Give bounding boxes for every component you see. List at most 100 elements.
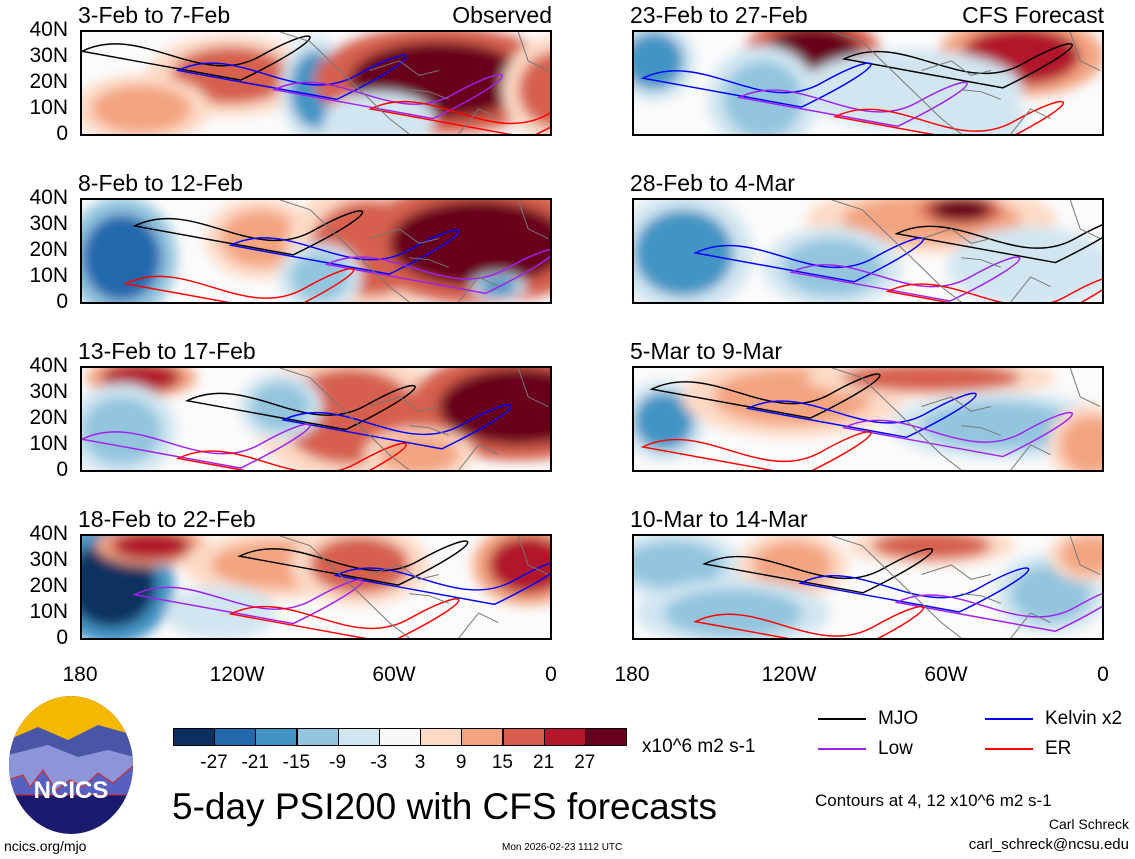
colorbar-swatch [255, 728, 298, 746]
anomaly-shading [931, 99, 1011, 134]
contour-er [885, 278, 1102, 302]
contour-kelvin [640, 62, 872, 108]
anomaly-shading [111, 536, 192, 561]
anomaly-shading [171, 46, 291, 105]
y-tick-label: 10N [29, 432, 68, 455]
contour-er [693, 605, 925, 638]
colorbar-swatch [296, 728, 339, 746]
anomaly-shading [634, 32, 684, 90]
colorbar-swatch [337, 728, 380, 746]
contour-low [272, 73, 503, 120]
colorbar-swatch [543, 728, 586, 746]
anomaly-shading [634, 540, 724, 589]
contour-mjo [132, 210, 364, 256]
x-tick-label: 0 [545, 663, 557, 686]
colorbar-label: 27 [574, 752, 596, 773]
contour-kelvin [280, 404, 512, 450]
map-panel [80, 30, 552, 136]
anomaly-shading [518, 52, 550, 128]
anomaly-shading [663, 588, 803, 638]
colorbar-swatch [214, 728, 257, 746]
legend-label: Kelvin x2 [1045, 708, 1123, 729]
contours-note: Contours at 4, 12 x10^6 m2 s-1 [815, 791, 1052, 810]
colorbar-label: -3 [370, 752, 388, 773]
map-panel [632, 198, 1104, 304]
panel-tag: CFS Forecast [962, 2, 1104, 28]
panel-title: 28-Feb to 4-Mar [630, 170, 795, 196]
anomaly-shading [82, 214, 162, 302]
anomaly-shading [871, 536, 991, 561]
y-tick-label: 10N [29, 264, 68, 287]
map-panel [80, 366, 552, 472]
colorbar-swatch [173, 728, 215, 746]
x-tick-label: 180 [62, 663, 98, 686]
anomaly-shading [723, 60, 803, 134]
y-tick-label: 40N [29, 354, 68, 377]
y-tick-label: 20N [29, 406, 68, 429]
y-tick-label: 30N [29, 548, 68, 571]
anomaly-shading [181, 593, 261, 633]
logo-text: NCICS [34, 777, 109, 804]
anomaly-shading [634, 209, 734, 297]
contour-er [640, 431, 872, 470]
anomaly-shading [438, 368, 550, 445]
panel-title: 13-Feb to 17-Feb [78, 338, 256, 364]
contour-kelvin [745, 392, 977, 439]
colorbar-swatch [379, 728, 421, 746]
contour-low [324, 248, 550, 295]
y-tick-label: 40N [29, 18, 68, 41]
legend-label: MJO [878, 708, 919, 729]
chart-title: 5-day PSI200 with CFS forecasts [172, 786, 717, 827]
colorbar-swatch [420, 728, 463, 746]
panel-title: 18-Feb to 22-Feb [78, 506, 256, 532]
y-tick-label: 20N [29, 574, 68, 597]
author: Carl Schreck [1048, 816, 1129, 832]
anomaly-shading [488, 536, 550, 594]
map-panel [632, 366, 1104, 472]
legend-line [818, 718, 866, 720]
email: carl_schreck@ncsu.edu [968, 836, 1129, 853]
contour-mjo [894, 224, 1102, 264]
panel-title: 8-Feb to 12-Feb [78, 170, 243, 196]
panel-title: 5-Mar to 9-Mar [630, 338, 783, 364]
legend-label: ER [1045, 738, 1072, 759]
y-tick-label: 0 [56, 626, 68, 649]
legend-line [818, 748, 866, 750]
anomaly-shading [931, 200, 991, 222]
y-tick-label: 20N [29, 238, 68, 261]
anomaly-shading [842, 368, 1021, 393]
y-tick-label: 30N [29, 212, 68, 235]
colorbar-label: -27 [200, 752, 228, 773]
anomaly-shading [91, 84, 192, 134]
y-tick-label: 0 [56, 290, 68, 313]
anomaly-shading [290, 252, 350, 302]
anomaly-shading [634, 392, 694, 450]
contour-low [789, 256, 1021, 302]
source-url[interactable]: ncics.org/mjo [4, 838, 87, 854]
colorbar-label: 3 [414, 752, 426, 773]
y-tick-label: 40N [29, 522, 68, 545]
anomaly-shading [339, 99, 420, 134]
contour-kelvin [228, 229, 460, 275]
colorbar-units: x10^6 m2 s-1 [642, 736, 756, 757]
contour-kelvin [333, 562, 550, 606]
x-tick-label: 120W [761, 663, 817, 686]
y-tick-label: 30N [29, 380, 68, 403]
anomaly-shading [1060, 416, 1102, 470]
panel-title: 3-Feb to 7-Feb [78, 2, 231, 28]
colorbar-label: -15 [282, 752, 311, 773]
coastline [832, 536, 1101, 638]
contour-kelvin [175, 54, 407, 101]
coastline [832, 32, 1101, 134]
contour-kelvin [798, 567, 1030, 613]
y-tick-label: 0 [56, 122, 68, 145]
x-tick-label: 60W [924, 663, 968, 686]
x-tick-label: 0 [1097, 663, 1109, 686]
colorbar-label: 21 [533, 752, 555, 773]
contour-low [132, 578, 364, 625]
colorbar-label: 15 [491, 752, 513, 773]
y-tick-label: 10N [29, 96, 68, 119]
map-panel [632, 30, 1104, 136]
map-panel [632, 534, 1104, 640]
coastline [832, 200, 1101, 302]
